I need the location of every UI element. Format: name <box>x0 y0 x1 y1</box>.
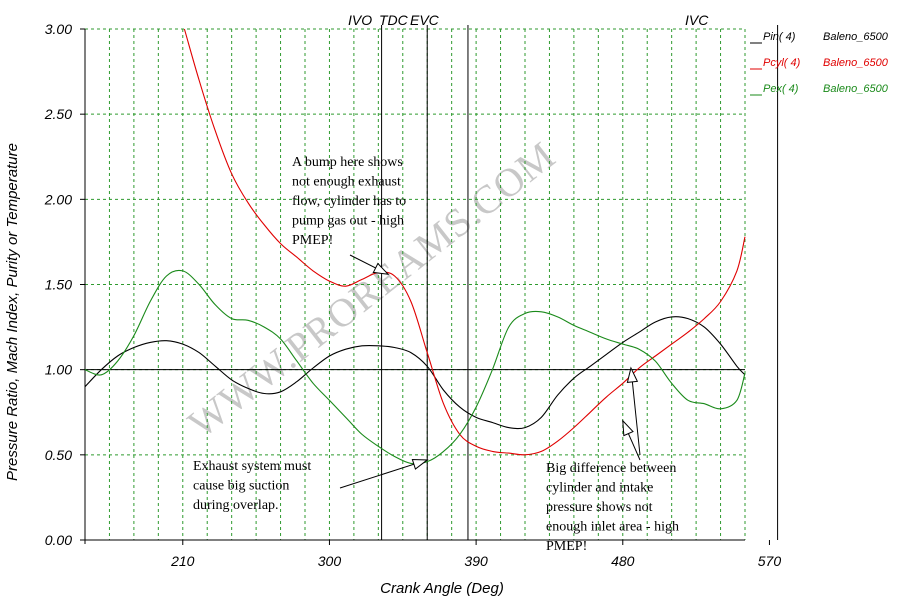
y-axis-title: Pressure Ratio, Mach Index, Purity or Te… <box>4 143 21 481</box>
annotation-1: A bump here shows not enough exhaust flow,… <box>292 155 406 248</box>
event-label-ivc: IVC <box>685 12 709 28</box>
annotation-text-3: Big difference between cylinder and intak… <box>546 461 679 554</box>
legend-label-pcyl-4: Pcyl( 4) <box>763 57 801 69</box>
annotation-arrow-3-1-head <box>626 366 639 383</box>
annotation-arrow-1-1-head <box>372 262 390 275</box>
annotation-arrow-3-2-head <box>622 419 634 437</box>
annotation-line: cause big suction <box>193 479 289 494</box>
annotation-line: flow, cylinder has to <box>292 194 406 209</box>
annotation-line: A bump here shows <box>292 155 403 170</box>
annotations: A bump here shows not enough exhaust flow,… <box>193 155 679 554</box>
event-label-tdc: TDC <box>379 12 409 28</box>
x-tick-label: 210 <box>170 553 195 569</box>
x-axis-title: Crank Angle (Deg) <box>380 580 504 597</box>
event-label-ivo: IVO <box>348 12 372 28</box>
x-tick-label: 480 <box>611 553 635 569</box>
x-tick-label: 300 <box>318 553 342 569</box>
y-tick-label: 1.50 <box>45 277 72 293</box>
annotation-3: Big difference between cylinder and intak… <box>546 461 679 554</box>
annotation-arrow-2-1-shaft <box>339 459 428 489</box>
event-markers: IVO TDC EVC IVC <box>348 12 779 540</box>
annotation-arrow-3-1-shaft <box>630 367 641 456</box>
annotation-arrow-2-1-head <box>411 458 429 470</box>
series-line-pin-4 <box>84 316 746 430</box>
legend-run-pin-4: Baleno_6500 <box>823 31 889 43</box>
y-tick-label: 2.00 <box>44 191 72 207</box>
annotation-line: pressure shows not <box>546 500 653 515</box>
annotation-line: not enough exhaust <box>292 175 401 190</box>
annotation-text-1: A bump here shows not enough exhaust flow,… <box>292 155 406 248</box>
legend-run-pcyl-4: Baleno_6500 <box>823 57 889 69</box>
y-tick-label: 2.50 <box>44 106 72 122</box>
y-tick-label: 1.00 <box>45 362 72 378</box>
y-tick-label: 0.50 <box>45 447 72 463</box>
legend-run-pex-4: Baleno_6500 <box>823 83 889 95</box>
annotation-line: Big difference between <box>546 461 676 476</box>
annotation-line: PMEP! <box>546 539 587 554</box>
annotation-line: enough inlet area - high <box>546 520 679 535</box>
tick-labels: 0.00 0.50 1.00 1.50 2.00 2.50 3.00 210 300 390 480… <box>44 21 782 569</box>
event-label-evc: EVC <box>410 12 440 28</box>
series-line-pex-4 <box>84 269 746 465</box>
annotation-2: Exhaust system must cause big suction duri… <box>193 459 311 513</box>
legend-label-pin-4: Pin( 4) <box>763 31 796 43</box>
legend: Pin( 4) Baleno_6500 Pcyl( 4) Baleno_6500 Pex… <box>750 31 889 96</box>
legend-label-pex-4: Pex( 4) <box>763 83 799 95</box>
x-tick-label: 570 <box>758 553 782 569</box>
annotation-text-2: Exhaust system must cause big suction duri… <box>193 459 311 513</box>
axes <box>80 28 770 545</box>
y-tick-label: 3.00 <box>45 21 72 37</box>
annotation-line: pump gas out - high <box>292 214 404 229</box>
series-line-pcyl-4 <box>183 28 746 456</box>
annotation-line: Exhaust system must <box>193 459 311 474</box>
annotation-line: during overlap. <box>193 498 279 513</box>
y-tick-label: 0.00 <box>45 532 72 548</box>
annotation-line: PMEP! <box>292 233 333 248</box>
x-tick-label: 390 <box>464 553 488 569</box>
annotation-line: cylinder and intake <box>546 481 653 496</box>
